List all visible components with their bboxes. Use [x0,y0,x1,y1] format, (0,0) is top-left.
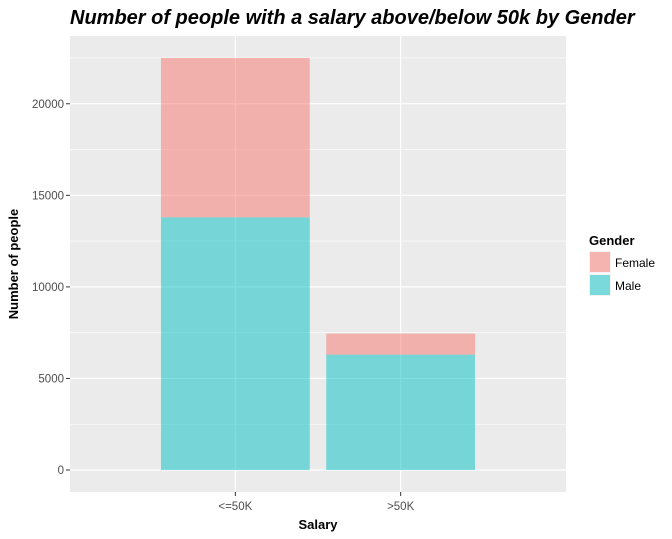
legend-swatch-male [590,275,610,295]
y-tick-label: 0 [58,465,64,477]
y-axis: 0 5000 10000 15000 20000 [32,99,70,477]
legend-title: Gender [589,233,635,248]
bar-female-1 [160,57,310,218]
y-tick-label: 5000 [38,373,64,385]
y-tick-label: 15000 [32,190,64,202]
legend-swatch-female [590,252,610,272]
chart-title: Number of people with a salary above/bel… [70,7,636,29]
x-axis: <=50K >50K [218,492,415,513]
x-tick-label: <=50K [218,501,252,513]
plot-panel [70,36,566,492]
bar-female-2 [326,333,476,355]
x-tick-label: >50K [387,501,415,513]
y-axis-title: Number of people [6,209,21,320]
bar-male-2 [326,354,476,471]
y-tick-label: 10000 [32,282,64,294]
y-tick-label: 20000 [32,99,64,111]
legend-label-male: Male [615,279,641,293]
x-axis-title: Salary [298,517,338,532]
bar-male-1 [160,217,310,471]
bars [160,57,476,471]
legend-label-female: Female [615,256,655,270]
legend: Gender Female Male [589,233,655,296]
